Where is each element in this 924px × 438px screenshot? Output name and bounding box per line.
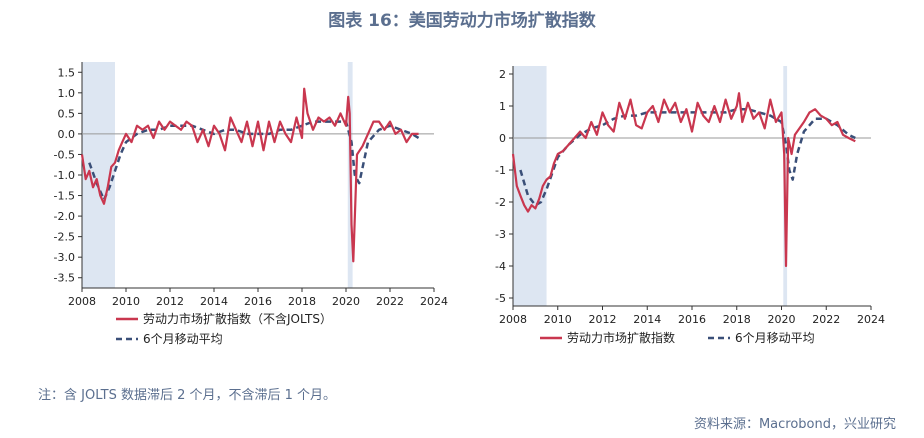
y-tick-label: 1.5 <box>58 66 76 79</box>
y-tick-label: 1.0 <box>58 87 76 100</box>
y-tick-label: -0.5 <box>54 148 75 161</box>
x-tick-label: 2014 <box>200 295 228 308</box>
chart-left: 1.5 1.0 0.5 0.0 -0.5 -1.0 -1.5 -2.0 -2.5 -3.0 -3.5… <box>54 62 448 346</box>
x-tick-label: 2024 <box>857 313 885 326</box>
x-tick-label: 2016 <box>678 313 706 326</box>
x-tick-label: 2014 <box>633 313 661 326</box>
x-tick-label: 2010 <box>112 295 140 308</box>
x-tick-label: 2024 <box>420 295 448 308</box>
x-tick-label: 2012 <box>156 295 184 308</box>
figure-title: 图表 16：美国劳动力市场扩散指数 <box>328 11 596 31</box>
x-tick-label: 2020 <box>768 313 796 326</box>
y-tick-label: -3 <box>495 228 506 241</box>
x-tick-label: 2016 <box>244 295 272 308</box>
x-tick-label: 2012 <box>589 313 617 326</box>
y-tick-label: -5 <box>495 292 506 305</box>
y-tick-label: -1 <box>495 164 506 177</box>
x-tick-label: 2022 <box>376 295 404 308</box>
y-tick-label: -2 <box>495 196 506 209</box>
y-tick-label: -1.0 <box>54 169 75 182</box>
x-tick-label: 2018 <box>288 295 316 308</box>
y-tick-label: 0 <box>499 132 506 145</box>
x-tick-label: 2010 <box>544 313 572 326</box>
x-tick-label: 2020 <box>332 295 360 308</box>
x-tick-label: 2018 <box>723 313 751 326</box>
chart-right: 2 1 0 -1 -2 -3 -4 -5 2008 2010 2012 2014 2016 2018 202… <box>495 66 885 345</box>
recession-shade <box>513 66 547 306</box>
y-tick-label: -3.0 <box>54 251 75 264</box>
y-tick-label: -4 <box>495 260 506 273</box>
y-tick-label: -2.0 <box>54 210 75 223</box>
y-tick-label: 0.5 <box>58 107 76 120</box>
y-tick-label: -1.5 <box>54 190 75 203</box>
y-tick-label: 2 <box>499 68 506 81</box>
series-line-moving-average <box>519 107 856 207</box>
x-tick-label: 2022 <box>812 313 840 326</box>
y-tick-label: 0.0 <box>58 128 76 141</box>
series-line-index <box>511 92 856 268</box>
legend-label: 劳动力市场扩散指数（不含JOLTS） <box>143 311 332 326</box>
figure-source: 资料来源：Macrobond，兴业研究 <box>693 417 896 432</box>
x-tick-label: 2008 <box>499 313 527 326</box>
legend-label: 6个月移动平均 <box>143 332 223 346</box>
y-tick-label: -3.5 <box>54 272 75 285</box>
series-line-index <box>80 87 419 263</box>
legend-label: 6个月移动平均 <box>735 331 815 345</box>
figure-note: 注：含 JOLTS 数据滞后 2 个月，不含滞后 1 个月。 <box>38 388 337 403</box>
x-tick-label: 2008 <box>68 295 96 308</box>
y-tick-label: -2.5 <box>54 231 75 244</box>
y-tick-label: 1 <box>499 100 506 113</box>
legend-label: 劳动力市场扩散指数 <box>567 330 675 345</box>
series-line-moving-average <box>88 120 420 201</box>
